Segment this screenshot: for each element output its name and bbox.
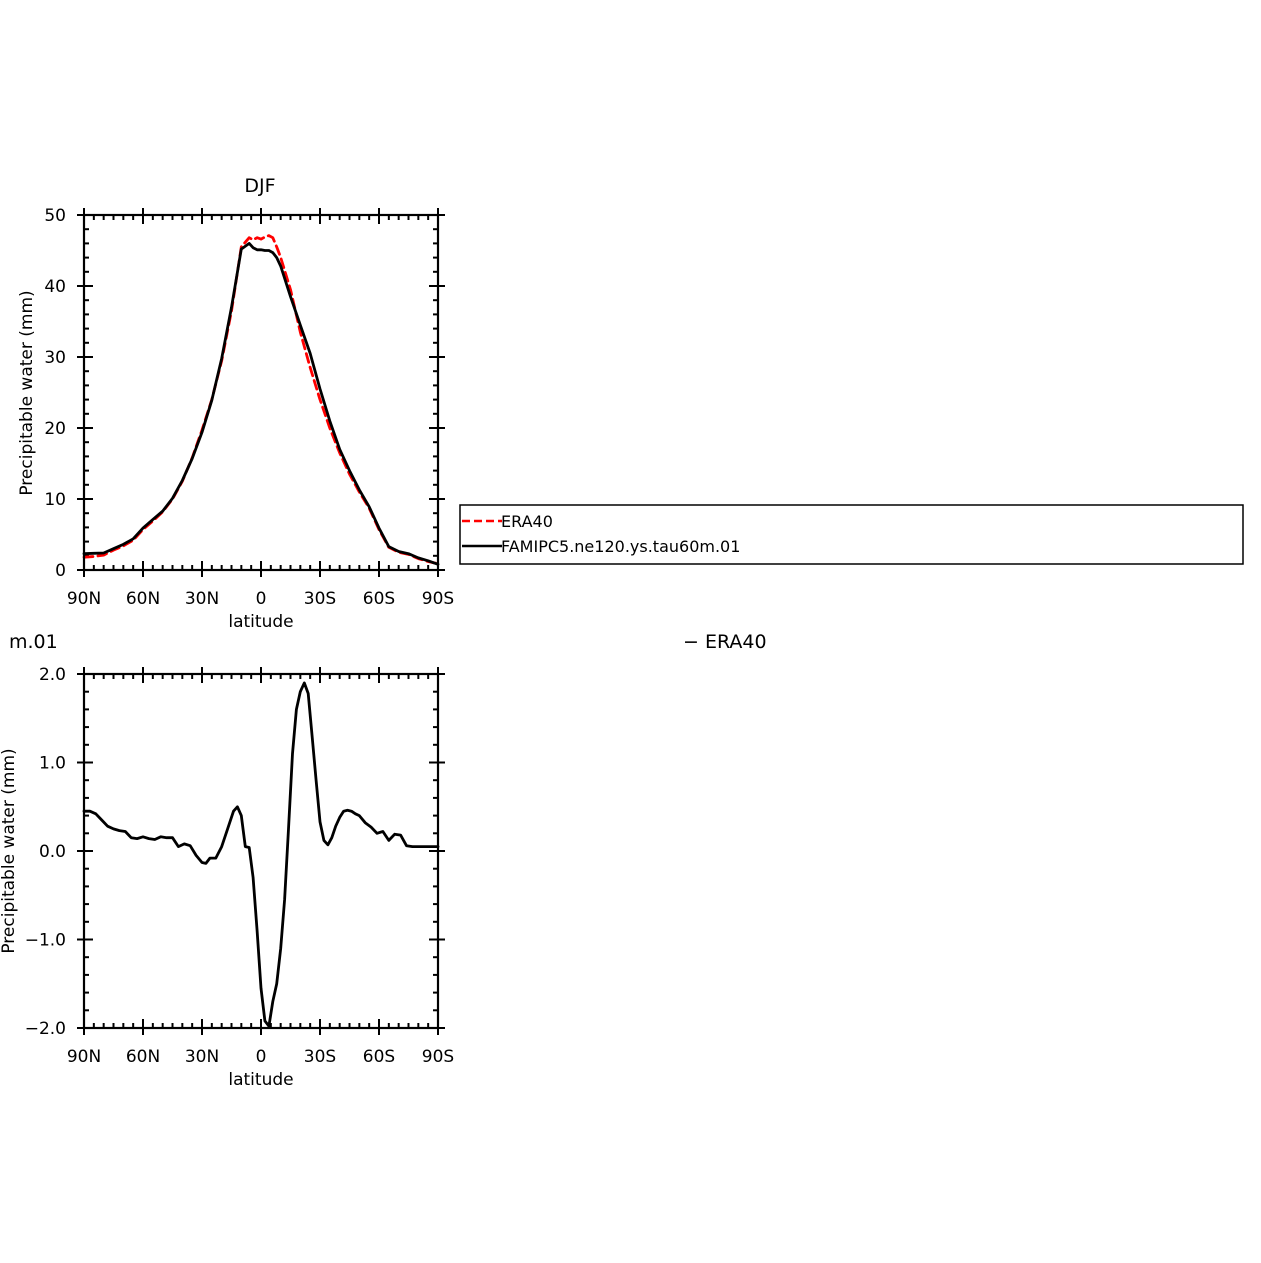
top-series-line-era40	[82, 234, 440, 565]
bottom-chart-y-axis-title: Precipitable water (mm)	[0, 748, 19, 953]
x-tick-label: 0	[256, 1047, 267, 1067]
x-tick-label: 90S	[422, 589, 454, 609]
y-tick-label: 40	[44, 277, 66, 297]
bottom-series-line-difference-0	[82, 681, 440, 1028]
top-chart-ticks	[77, 208, 445, 577]
y-tick-label: 0.0	[39, 842, 66, 862]
chart-legend: ERA40 FAMIPC5.ne120.ys.tau60m.01	[459, 504, 1244, 565]
bottom-chart-lines	[82, 681, 440, 1028]
y-tick-label: −1.0	[25, 931, 66, 951]
x-tick-label: 90N	[67, 589, 101, 609]
top-chart-panel: DJF 90N 60N 30N 0 30S 60S 90S 0 10 20 30 40 50 lati…	[17, 175, 454, 632]
x-tick-label: 30S	[304, 1047, 336, 1067]
top-chart-frame	[82, 213, 440, 572]
legend-box	[459, 504, 1244, 565]
x-tick-label: 0	[256, 589, 267, 609]
x-tick-label: 90S	[422, 1047, 454, 1067]
legend-label-era40: ERA40	[501, 512, 553, 531]
bottom-chart-panel: m.01 − ERA40 90N 60N 30N 0 30S 60S 90S −2.0 −1.…	[0, 631, 767, 1090]
top-chart-y-axis-title: Precipitable water (mm)	[17, 290, 37, 495]
x-tick-label: 60N	[126, 589, 160, 609]
top-chart-x-tick-labels: 90N 60N 30N 0 30S 60S 90S	[67, 589, 454, 609]
y-tick-label: 0	[55, 561, 66, 581]
top-chart-lines	[82, 234, 440, 566]
x-tick-label: 30N	[185, 589, 219, 609]
x-tick-label: 60S	[363, 589, 395, 609]
bottom-chart-y-tick-labels: −2.0 −1.0 0.0 1.0 2.0	[25, 665, 66, 1039]
bottom-chart-x-axis-title: latitude	[228, 1070, 293, 1090]
top-chart-x-axis-title: latitude	[228, 612, 293, 632]
legend-label-famipc5: FAMIPC5.ne120.ys.tau60m.01	[501, 537, 740, 556]
bottom-chart-frame	[82, 672, 440, 1030]
x-tick-label: 60N	[126, 1047, 160, 1067]
y-tick-label: −2.0	[25, 1019, 66, 1039]
bottom-chart-x-tick-labels: 90N 60N 30N 0 30S 60S 90S	[67, 1047, 454, 1067]
bottom-chart-title-fragment-left: m.01	[9, 631, 58, 653]
x-tick-label: 30N	[185, 1047, 219, 1067]
y-tick-label: 10	[44, 490, 66, 510]
y-tick-label: 1.0	[39, 754, 66, 774]
x-tick-label: 60S	[363, 1047, 395, 1067]
bottom-chart-title-fragment-right: − ERA40	[683, 631, 767, 653]
y-tick-label: 20	[44, 419, 66, 439]
top-chart-y-tick-labels: 0 10 20 30 40 50	[44, 206, 66, 581]
y-tick-label: 2.0	[39, 665, 66, 685]
y-tick-label: 50	[44, 206, 66, 226]
x-tick-label: 90N	[67, 1047, 101, 1067]
top-chart-title: DJF	[244, 175, 275, 197]
top-series-line-famipc5-ne120-ys-tau60m-01	[82, 241, 440, 566]
y-tick-label: 30	[44, 348, 66, 368]
x-tick-label: 30S	[304, 589, 336, 609]
